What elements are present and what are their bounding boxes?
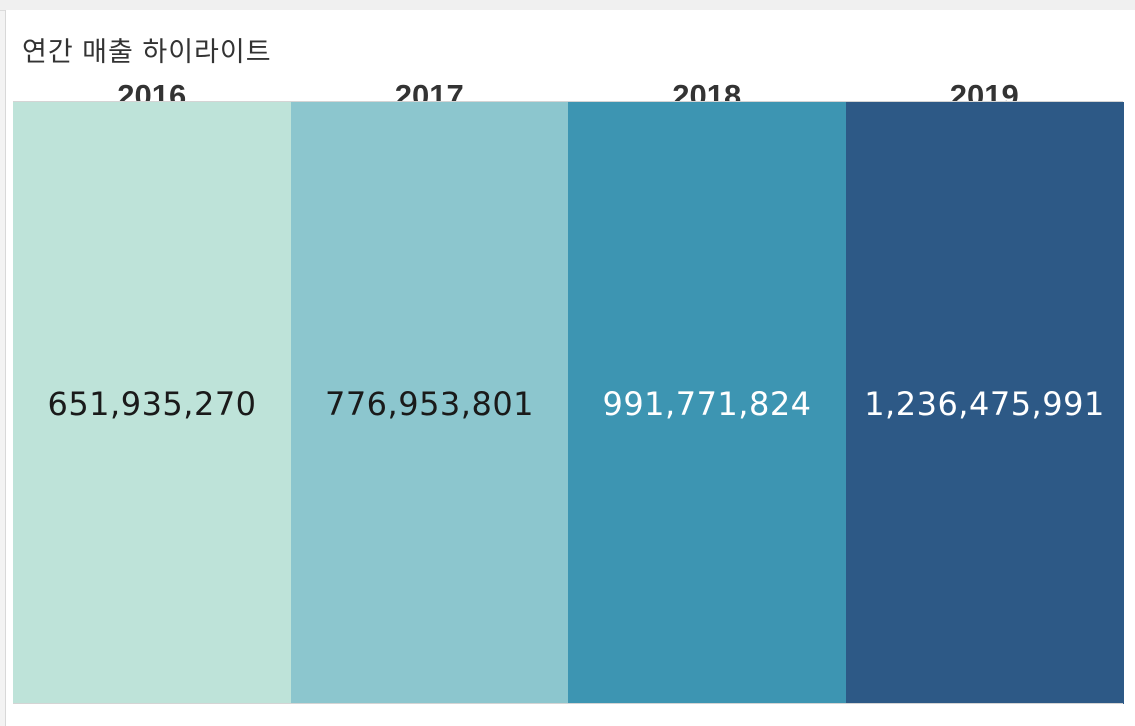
sales-value-label-2017: 776,953,801 [324,385,535,423]
sales-cell-2017[interactable]: 776,953,801 [290,102,569,704]
sales-cell-2018[interactable]: 991,771,824 [568,102,846,704]
chart-bottom-border [13,703,1123,704]
sales-cell-2016[interactable]: 651,935,270 [13,102,291,704]
sales-cell-2019[interactable]: 1,236,475,991 [845,102,1124,704]
sales-value-label-2016: 651,935,270 [47,385,257,423]
chart-title: 연간 매출 하이라이트 [22,37,272,67]
sales-value-label-2018: 991,771,824 [602,385,812,423]
sales-value-label-2019: 1,236,475,991 [864,385,1105,423]
annual-sales-highlight-table: 651,935,270 776,953,801 991,771,824 1,236,4… [13,101,1124,704]
